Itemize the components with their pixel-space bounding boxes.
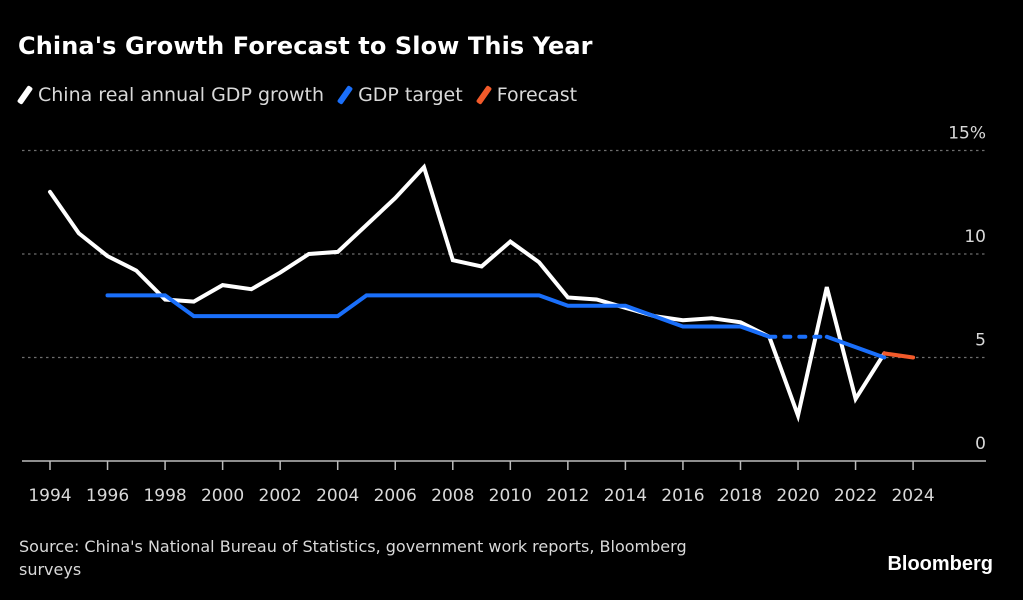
series-line-forecast bbox=[882, 351, 916, 360]
x-tick-label: 2016 bbox=[661, 486, 704, 506]
x-tick-label: 2008 bbox=[431, 486, 474, 506]
y-axis-ticks: 15% 10 5 0 bbox=[948, 124, 986, 455]
series-line-china-real-annual-gdp-growth bbox=[48, 163, 887, 423]
x-tick-label: 2006 bbox=[374, 486, 417, 506]
x-tick-label: 1998 bbox=[143, 486, 186, 506]
chart-legend: China real annual GDP growth GDP target … bbox=[16, 84, 591, 106]
chart-title: China's Growth Forecast to Slow This Yea… bbox=[18, 32, 593, 60]
x-tick-label: 2014 bbox=[604, 486, 647, 506]
x-tick-label: 1994 bbox=[28, 486, 71, 506]
legend-label: Forecast bbox=[496, 84, 578, 106]
x-axis: 1994 1996 1998 2000 2002 2004 2006 2008 2010 2012… bbox=[22, 460, 986, 506]
legend-label: GDP target bbox=[358, 84, 463, 106]
legend-label: China real annual GDP growth bbox=[38, 84, 325, 106]
x-tick-label: 2002 bbox=[259, 486, 302, 506]
x-tick-label: 2010 bbox=[489, 486, 532, 506]
series-line-gdp-target bbox=[105, 293, 772, 339]
x-tick-label: 2000 bbox=[201, 486, 244, 506]
x-tick-label: 2020 bbox=[776, 486, 819, 506]
x-tick-label: 2024 bbox=[891, 486, 934, 506]
x-tick-label: 2022 bbox=[834, 486, 877, 506]
y-tick-label: 15% bbox=[948, 124, 986, 144]
source-note: Source: China's National Bureau of Stati… bbox=[19, 537, 687, 579]
x-tick-label: 1996 bbox=[86, 486, 129, 506]
legend-item-forecast: Forecast bbox=[475, 84, 578, 106]
x-tick-label: 2018 bbox=[719, 486, 762, 506]
gridlines bbox=[22, 149, 986, 359]
y-tick-label: 5 bbox=[975, 331, 986, 351]
legend-item-gdp-target: GDP target bbox=[336, 84, 463, 106]
x-tick-label: 2004 bbox=[316, 486, 359, 506]
bloomberg-logo: Bloomberg bbox=[887, 553, 993, 575]
x-tick-label: 2012 bbox=[546, 486, 589, 506]
y-tick-label: 10 bbox=[964, 227, 986, 247]
series-lines bbox=[48, 163, 916, 423]
series-line-gdp-target-resumed bbox=[824, 334, 887, 360]
y-tick-label: 0 bbox=[975, 434, 986, 454]
legend-item-gdp-growth: China real annual GDP growth bbox=[16, 84, 325, 106]
